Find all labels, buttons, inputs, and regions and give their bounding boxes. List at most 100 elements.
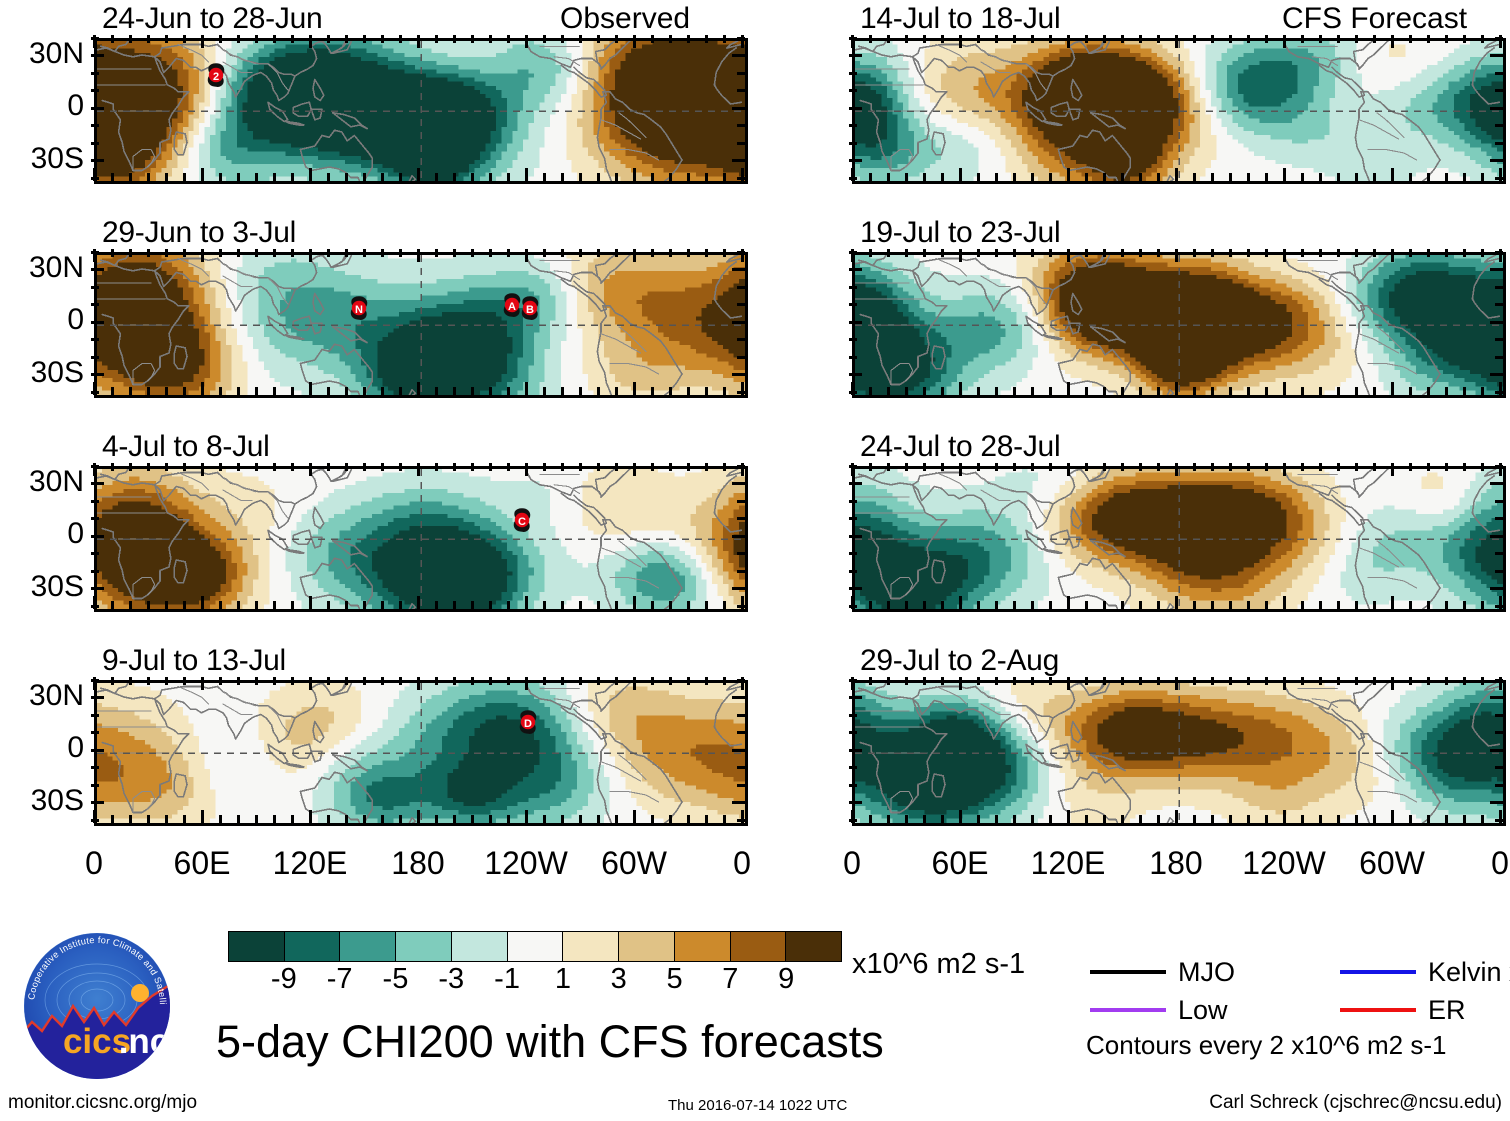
axis-tick — [1030, 173, 1034, 181]
axis-tick — [886, 173, 890, 181]
axis-tick — [904, 35, 908, 43]
storm-marker-C[interactable]: C — [511, 507, 533, 533]
axis-tick — [1138, 249, 1142, 257]
axis-tick — [524, 35, 528, 48]
axis-tick — [1066, 35, 1070, 48]
axis-tick — [1462, 815, 1466, 823]
map-panel-fcst-2[interactable] — [852, 252, 1506, 398]
map-panel-fcst-3[interactable] — [852, 466, 1506, 612]
storm-marker-N[interactable]: N — [348, 295, 370, 321]
axis-tick — [1490, 54, 1503, 57]
axis-tick — [1490, 373, 1503, 376]
axis-tick — [722, 173, 726, 181]
axis-tick — [1408, 815, 1412, 823]
colorbar-swatch — [674, 932, 731, 961]
axis-tick — [182, 601, 186, 609]
axis-tick — [1156, 601, 1160, 609]
axis-tick — [1102, 173, 1106, 181]
storm-marker-A[interactable]: A — [501, 292, 523, 318]
x-tick-label: 60W — [1342, 845, 1442, 882]
axis-tick — [308, 35, 312, 48]
map-panel-obs-3[interactable] — [94, 466, 748, 612]
axis-tick — [524, 463, 528, 476]
axis-tick — [1120, 249, 1124, 257]
axis-tick — [732, 587, 745, 590]
axis-tick — [362, 463, 366, 471]
axis-tick — [1156, 815, 1160, 823]
axis-tick — [344, 677, 348, 685]
map-panel-fcst-1[interactable] — [852, 38, 1506, 184]
axis-tick — [542, 815, 546, 823]
axis-tick — [1102, 387, 1106, 395]
axis-tick — [849, 338, 857, 341]
axis-tick — [92, 35, 96, 48]
svg-text:2: 2 — [213, 71, 219, 83]
axis-tick — [732, 106, 745, 110]
axis-tick — [850, 382, 854, 395]
axis-tick — [92, 596, 96, 609]
map-panel-obs-2[interactable] — [94, 252, 748, 398]
axis-tick — [110, 463, 114, 471]
axis-tick — [164, 249, 168, 257]
axis-tick — [182, 677, 186, 685]
axis-tick — [868, 35, 872, 43]
axis-tick — [1246, 601, 1250, 609]
storm-marker-B[interactable]: B — [519, 295, 541, 321]
axis-tick — [1444, 463, 1448, 471]
axis-tick — [849, 36, 857, 40]
axis-tick — [737, 766, 745, 769]
map-panel-obs-4[interactable] — [94, 680, 748, 826]
axis-tick — [849, 783, 857, 787]
axis-tick — [524, 168, 528, 181]
axis-tick — [1408, 173, 1412, 181]
axis-tick — [737, 713, 745, 717]
axis-tick — [1462, 35, 1466, 43]
map-panel-obs-1[interactable] — [94, 38, 748, 184]
axis-tick — [146, 463, 150, 471]
axis-tick — [1390, 35, 1394, 48]
axis-tick — [1210, 249, 1214, 257]
axis-tick — [1084, 677, 1088, 685]
storm-marker-2[interactable]: 2 — [205, 62, 227, 88]
axis-tick — [849, 159, 862, 162]
axis-tick — [849, 89, 857, 92]
axis-tick — [290, 601, 294, 609]
axis-tick — [1444, 677, 1448, 685]
map-panel-fcst-4[interactable] — [852, 680, 1506, 826]
axis-tick — [326, 815, 330, 823]
axis-tick — [1495, 731, 1503, 734]
axis-tick — [849, 713, 857, 717]
axis-tick — [200, 382, 204, 395]
y-tick-label: 0 — [0, 731, 84, 765]
axis-tick — [1084, 815, 1088, 823]
footer-left[interactable]: monitor.cicsnc.org/mjo — [8, 1092, 197, 1114]
column-header-observed: Observed — [560, 2, 690, 36]
axis-tick — [110, 173, 114, 181]
axis-tick — [737, 124, 745, 127]
axis-tick — [596, 815, 600, 823]
axis-tick — [668, 463, 672, 471]
axis-tick — [452, 387, 456, 395]
axis-tick — [1462, 601, 1466, 609]
axis-tick — [1390, 596, 1394, 609]
axis-tick — [578, 815, 582, 823]
axis-tick — [1300, 173, 1304, 181]
axis-tick — [1030, 677, 1034, 685]
axis-tick — [722, 677, 726, 685]
axis-tick — [849, 320, 862, 324]
axis-tick — [1102, 35, 1106, 43]
axis-tick — [1495, 713, 1503, 717]
axis-tick — [344, 601, 348, 609]
axis-tick — [326, 387, 330, 395]
axis-tick — [1495, 36, 1503, 40]
axis-tick — [91, 766, 99, 769]
axis-tick — [850, 677, 854, 690]
y-tick-label: 0 — [0, 517, 84, 551]
axis-tick — [1495, 464, 1503, 468]
axis-tick — [272, 815, 276, 823]
panel-title-obs-1: 24-Jun to 28-Jun — [102, 2, 323, 36]
axis-tick — [849, 818, 857, 822]
axis-tick — [650, 601, 654, 609]
axis-tick — [542, 463, 546, 471]
storm-marker-D[interactable]: D — [517, 709, 539, 735]
